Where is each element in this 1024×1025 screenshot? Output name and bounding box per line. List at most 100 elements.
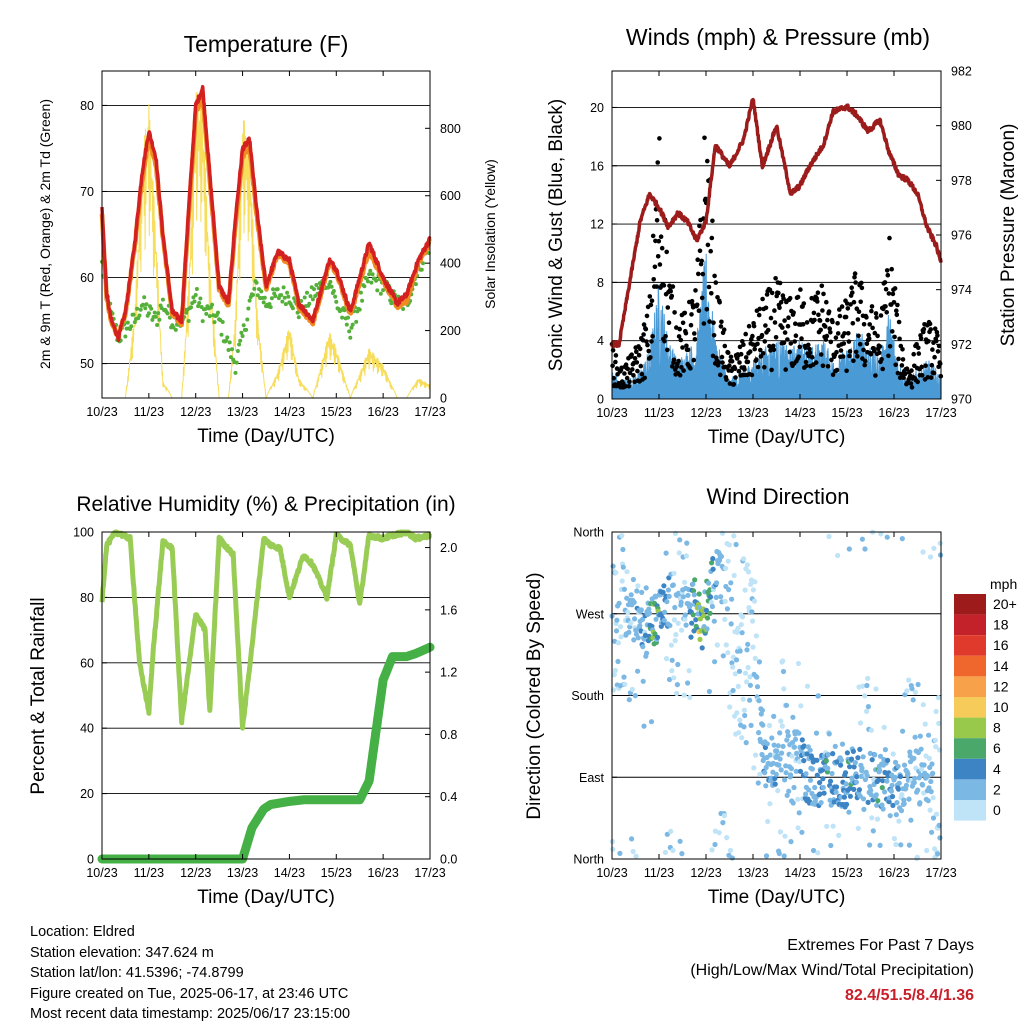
wind-direction-point (907, 749, 913, 755)
dewpoint-point (239, 330, 244, 335)
wind-direction-point (722, 598, 728, 604)
temp-y2-tick-label: 600 (440, 189, 461, 203)
wind-direction-point (748, 722, 754, 729)
wind-direction-point (862, 693, 868, 699)
wind-direction-point (832, 743, 838, 750)
dewpoint-point (192, 299, 197, 304)
wind-direction-point (895, 763, 901, 769)
gust-point (886, 291, 892, 296)
wind-direction-xtick-label: 13/23 (737, 866, 768, 880)
wind-direction-point (901, 762, 908, 768)
temperature-xtick-label: 11/23 (134, 405, 164, 419)
wind-direction-point (749, 609, 755, 615)
gust-point (879, 357, 884, 362)
wind-direction-point (864, 773, 870, 779)
wind-direction-point (637, 623, 643, 629)
wind-direction-point (703, 607, 710, 614)
gust-point (843, 314, 849, 320)
gust-point (861, 322, 867, 327)
wind-direction-point (741, 556, 747, 562)
gust-point (623, 362, 629, 368)
wind-direction-point (807, 777, 814, 783)
humidity-xtick-label: 17/23 (414, 866, 445, 880)
wind-direction-point (633, 853, 639, 859)
wind-direction-point (884, 778, 890, 784)
gust-point (664, 249, 669, 255)
wind-direction-point (732, 671, 738, 677)
wind-direction-point (864, 682, 870, 689)
wind-direction-point (906, 842, 913, 848)
wind-direction-point (844, 801, 850, 808)
temp-y2-tick-label: 400 (440, 257, 461, 271)
gust-point (798, 287, 803, 292)
wind-direction-point (908, 817, 914, 823)
wind-direction-point (615, 640, 622, 646)
gust-point (696, 308, 702, 314)
dewpoint-point (131, 312, 136, 317)
gust-point (851, 358, 856, 364)
gust-point (806, 342, 811, 348)
dewpoint-point (296, 315, 301, 320)
gust-point (758, 347, 763, 353)
gust-point (752, 346, 757, 352)
dewpoint-point (365, 279, 370, 284)
wind-direction-point (893, 841, 899, 848)
wind-direction-point (610, 846, 616, 852)
temperature-title: Temperature (F) (184, 31, 349, 57)
gust-point (677, 326, 682, 332)
wind-direction-point (801, 758, 807, 764)
dewpoint-point (367, 272, 372, 277)
gust-point (716, 360, 721, 365)
wind-direction-point (854, 774, 860, 780)
wind-direction-point (618, 624, 624, 630)
gust-point (778, 300, 784, 305)
gust-point (864, 315, 869, 320)
wind-direction-point (723, 642, 729, 648)
winds-frame (611, 70, 942, 400)
wind-direction-point (635, 668, 641, 674)
wind-direction-point (725, 558, 731, 564)
gust-point (804, 320, 810, 325)
legend-label: 14 (993, 658, 1009, 674)
wind-direction-point (729, 855, 735, 861)
dewpoint-point (419, 267, 424, 272)
wind-direction-point (771, 742, 777, 748)
wind-direction-point (788, 772, 794, 778)
wind-direction-point (693, 617, 699, 623)
wind-direction-point (926, 755, 932, 762)
wind-direction-point (754, 684, 761, 690)
recent-timestamp: Most recent data timestamp: 2025/06/17 2… (30, 1006, 351, 1022)
wind-direction-point (719, 530, 726, 536)
wind-direction-point (670, 847, 676, 854)
dewpoint-point (144, 302, 149, 307)
gust-point (800, 322, 806, 327)
dewpoint-point (219, 332, 224, 337)
gust-point (719, 354, 725, 360)
wind-direction-point (766, 722, 773, 729)
gust-point (657, 262, 663, 267)
wind-direction-point (867, 842, 873, 848)
gust-point (754, 357, 759, 362)
wind-direction-point (821, 790, 827, 796)
gust-point (777, 305, 782, 311)
wind-direction-point (937, 540, 943, 546)
wind-direction-point (795, 825, 801, 831)
gust-point (890, 291, 896, 297)
gust-point (807, 350, 813, 356)
wind-direction-point (701, 613, 707, 619)
gust-point (874, 315, 879, 320)
wind-direction-point (691, 592, 697, 598)
wind-direction-point (630, 576, 637, 583)
temperature-xlabel: Time (Day/UTC) (197, 426, 335, 447)
wind-direction-point (625, 609, 631, 615)
wind-direction-point (708, 599, 714, 605)
wind-direction-point (836, 832, 842, 839)
gust-point (644, 313, 650, 319)
wind-direction-point (879, 802, 885, 808)
wind-direction-point (791, 784, 797, 791)
dewpoint-point (200, 319, 205, 324)
gust-point (882, 280, 888, 285)
gust-point (787, 295, 793, 301)
dewpoint-point (334, 299, 339, 304)
wind-direction-point (795, 660, 802, 667)
